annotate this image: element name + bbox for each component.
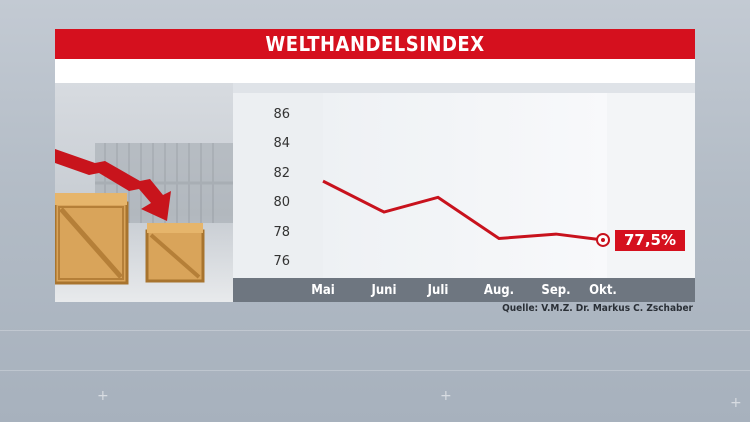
y-tick-label: 80 (273, 195, 290, 211)
source-note: Quelle: V.M.Z. Dr. Markus C. Zschaber (502, 303, 693, 314)
y-tick-label: 76 (273, 254, 290, 269)
x-tick-label: Okt. (589, 283, 617, 298)
subtitle-bar (55, 59, 695, 83)
chart-title: WELTHANDELSINDEX (55, 29, 695, 59)
y-tick-label: 82 (273, 165, 290, 181)
x-tick-label: Sep. (541, 283, 571, 298)
y-tick-label: 78 (273, 224, 290, 240)
decor-plus-icon: + (730, 395, 742, 411)
chart-column-band (233, 93, 323, 278)
chart-plot-band (323, 93, 607, 278)
decor-plus-icon: + (97, 388, 109, 404)
series-line (322, 179, 604, 242)
x-tick-label: Juli (427, 283, 449, 298)
x-tick-label: Aug. (483, 283, 515, 298)
last-value-badge: 77,5% (615, 229, 685, 251)
crates-illustration (55, 83, 233, 302)
x-tick-label: Mai (311, 283, 335, 298)
x-tick-label: Juni (371, 283, 397, 298)
y-tick-label: 84 (273, 136, 290, 152)
x-axis-bar (233, 278, 695, 302)
line-chart (233, 93, 695, 278)
decor-plus-icon: + (440, 388, 452, 404)
y-tick-label: 86 (273, 107, 290, 122)
data-point-center (601, 237, 605, 242)
